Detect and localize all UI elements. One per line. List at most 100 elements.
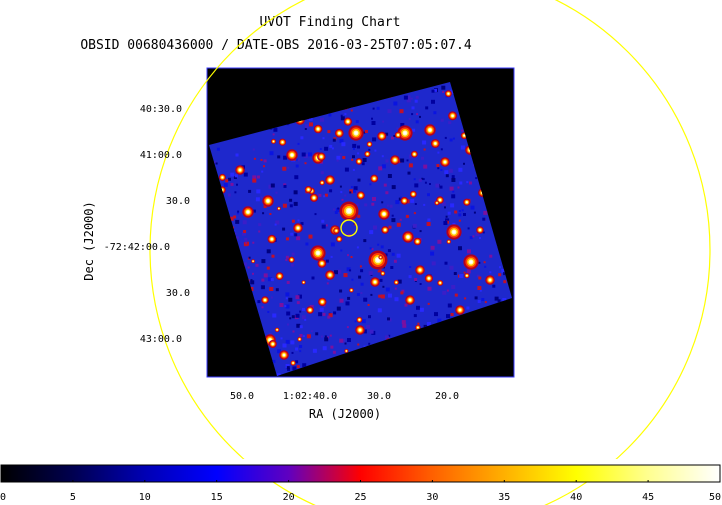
noise-speckle (391, 185, 396, 190)
noise-speckle (285, 364, 290, 368)
noise-speckle (243, 230, 247, 233)
noise-speckle (337, 207, 340, 210)
noise-speckle (304, 128, 307, 130)
noise-speckle (419, 283, 422, 285)
noise-speckle (435, 183, 440, 188)
noise-speckle (320, 117, 324, 122)
source-star (286, 149, 298, 161)
noise-speckle (385, 159, 389, 163)
colorbar-ticks: 0 5 10 15 20 25 30 35 40 45 50 (0, 480, 721, 503)
noise-speckle (289, 204, 293, 208)
noise-speckle (387, 249, 391, 253)
source-star (348, 125, 364, 141)
noise-speckle (234, 174, 238, 178)
noise-speckle (361, 319, 366, 324)
noise-speckle (244, 237, 248, 241)
source-star (485, 275, 495, 285)
noise-speckle (401, 289, 405, 293)
noise-speckle (386, 204, 389, 207)
noise-speckle (475, 177, 478, 180)
source-star (413, 237, 422, 246)
noise-speckle (349, 191, 352, 194)
colorbar-tick-label: 20 (283, 492, 295, 503)
noise-speckle (416, 113, 419, 116)
noise-speckle (358, 275, 362, 279)
noise-speckle (403, 95, 408, 100)
noise-speckle (437, 167, 440, 170)
noise-speckle (321, 224, 326, 229)
noise-speckle (279, 303, 284, 307)
noise-speckle (268, 184, 273, 189)
noise-speckle (481, 298, 485, 301)
noise-speckle (461, 209, 464, 212)
noise-speckle (398, 159, 402, 163)
noise-speckle (431, 99, 435, 104)
noise-speckle (372, 197, 376, 201)
noise-speckle (408, 118, 411, 120)
noise-speckle (399, 218, 402, 221)
noise-speckle (282, 203, 287, 208)
noise-speckle (356, 246, 359, 249)
noise-speckle (492, 284, 496, 288)
noise-speckle (347, 296, 351, 300)
noise-speckle (292, 366, 297, 371)
x-tick-label: 30.0 (367, 391, 391, 402)
noise-speckle (447, 211, 451, 215)
noise-speckle (275, 191, 278, 194)
noise-speckle (414, 99, 418, 103)
noise-speckle (483, 261, 486, 264)
source-star (366, 141, 373, 147)
noise-speckle (423, 164, 428, 169)
noise-speckle (400, 291, 404, 295)
x-tick-label: 50.0 (230, 391, 254, 402)
noise-speckle (325, 224, 328, 227)
source-star (411, 150, 418, 158)
noise-speckle (235, 153, 239, 157)
noise-speckle (340, 116, 345, 121)
source-star (381, 226, 389, 234)
noise-speckle (458, 246, 462, 251)
source-star (262, 195, 274, 207)
noise-speckle (497, 299, 501, 303)
noise-speckle (368, 315, 371, 319)
noise-speckle (413, 178, 416, 181)
noise-speckle (280, 337, 283, 340)
noise-speckle (300, 222, 304, 226)
noise-speckle (380, 245, 384, 249)
noise-speckle (397, 279, 402, 284)
noise-speckle (416, 305, 420, 310)
noise-speckle (353, 147, 355, 150)
noise-speckle (285, 259, 288, 261)
noise-speckle (351, 158, 354, 161)
colorbar-tick-label: 0 (0, 492, 6, 503)
noise-speckle (318, 312, 323, 317)
noise-speckle (460, 145, 465, 150)
noise-speckle (376, 106, 380, 110)
noise-speckle (344, 342, 347, 345)
noise-speckle (461, 129, 464, 132)
noise-speckle (431, 261, 436, 266)
noise-speckle (394, 297, 399, 302)
noise-speckle (470, 205, 475, 210)
noise-speckle (252, 178, 257, 183)
noise-speckle (320, 171, 324, 175)
noise-speckle (452, 137, 455, 140)
noise-speckle (450, 89, 455, 94)
noise-speckle (379, 278, 383, 282)
noise-speckle (277, 349, 281, 354)
noise-speckle (290, 232, 294, 236)
noise-speckle (314, 213, 317, 216)
noise-speckle (427, 286, 432, 291)
noise-speckle (324, 335, 327, 338)
noise-speckle (297, 142, 300, 145)
source-star (279, 350, 289, 360)
noise-speckle (295, 313, 300, 318)
noise-speckle (352, 189, 356, 193)
source-star (251, 259, 256, 264)
noise-speckle (446, 289, 449, 292)
noise-speckle (308, 152, 312, 157)
source-star (297, 336, 302, 342)
colorbar-tick-label: 15 (211, 492, 223, 503)
noise-speckle (310, 330, 313, 333)
noise-speckle (327, 130, 331, 134)
